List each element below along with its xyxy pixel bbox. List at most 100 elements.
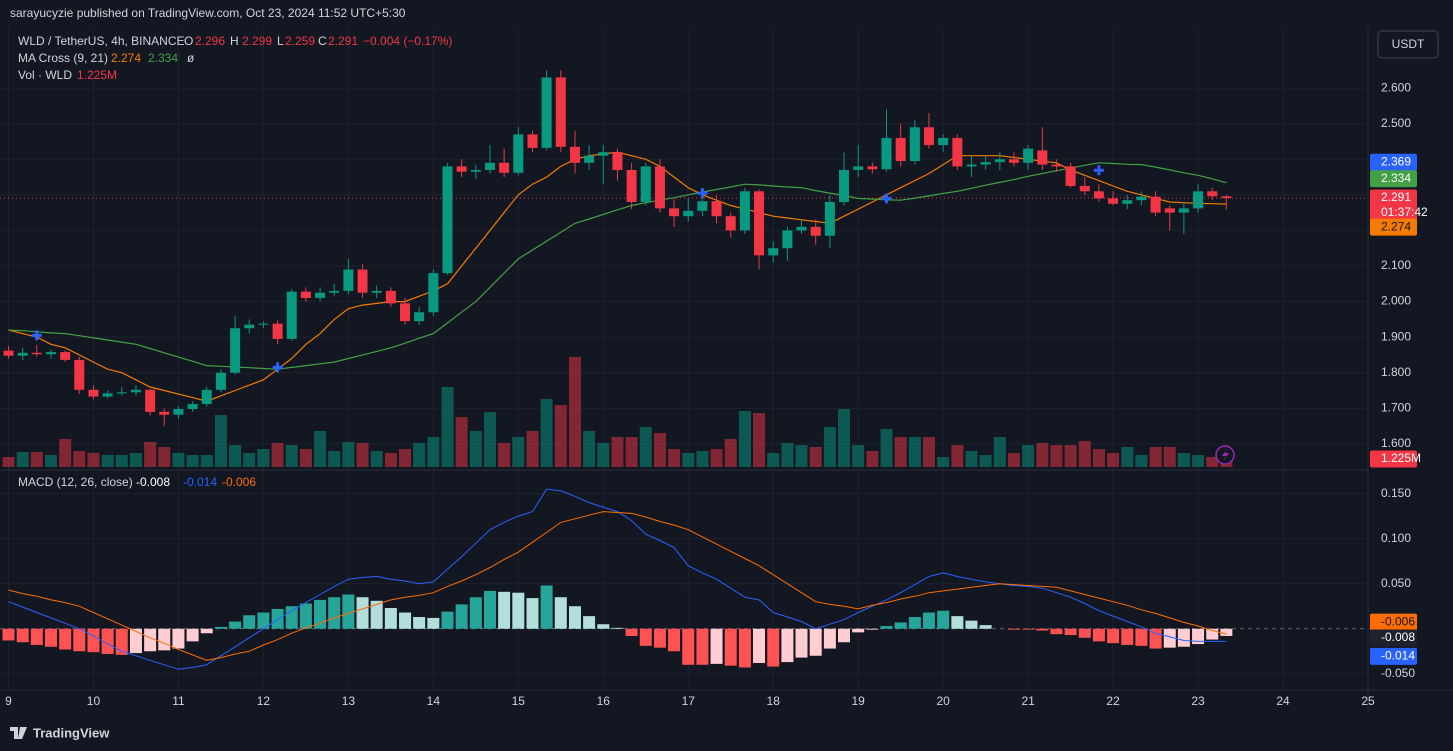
candle-body	[654, 166, 665, 209]
volume-bar	[965, 451, 978, 467]
volume-bar	[299, 449, 312, 467]
currency-button[interactable]	[1377, 30, 1439, 59]
macd-hist-bar	[852, 628, 865, 633]
volume-bar	[568, 357, 581, 467]
macd-hist-bar	[781, 628, 794, 663]
candle-body	[315, 292, 326, 299]
volume-bar	[441, 387, 454, 467]
candle-body	[598, 152, 609, 156]
indicator-value: 2.274	[111, 51, 141, 65]
volume-bar	[328, 451, 341, 467]
volume-bar	[611, 437, 624, 467]
candle-body	[1207, 191, 1218, 197]
macd-hist-bar	[257, 612, 270, 629]
price-badge-label: 1.225M	[1381, 451, 1421, 465]
macd-hist-bar	[738, 628, 751, 668]
candle-body	[810, 226, 821, 236]
candle-body	[17, 352, 28, 356]
macd-hist-bar	[979, 625, 992, 629]
candle-body	[187, 404, 198, 410]
volume-bar	[271, 443, 284, 467]
candle-body	[895, 137, 906, 162]
volume-bar	[413, 443, 426, 467]
volume-bar	[356, 443, 369, 467]
ma-line	[8, 162, 1227, 370]
y-tick-label: 1.600	[1381, 436, 1411, 450]
price-badge-label: -0.006	[1381, 614, 1415, 628]
signal-line	[8, 511, 1227, 661]
x-tick-label: 17	[682, 694, 696, 708]
macd-hist-bar	[30, 628, 43, 645]
volume-bar	[2, 457, 15, 467]
macd-hist-bar	[568, 606, 581, 629]
volume-bar	[1177, 453, 1190, 467]
volume-bar	[200, 455, 213, 467]
volume-bar	[809, 447, 822, 467]
macd-hist-bar	[328, 597, 341, 629]
volume-bar	[993, 437, 1006, 467]
y-tick-label: 0.150	[1381, 486, 1411, 500]
candle-body	[1150, 196, 1161, 213]
ma-cross-marker	[881, 193, 892, 204]
candle-body	[1065, 166, 1076, 186]
x-tick-label: 10	[87, 694, 101, 708]
y-tick-label: 2.100	[1381, 258, 1411, 272]
macd-hist-bar	[73, 628, 86, 652]
y-tick-label: 2.000	[1381, 294, 1411, 308]
macd-hist-bar	[540, 585, 553, 629]
candle-body	[640, 166, 651, 202]
ma-cross-marker	[31, 330, 42, 341]
macd-hist-bar	[724, 628, 737, 666]
candle-body	[768, 248, 779, 256]
candle-body	[541, 77, 552, 148]
candle-body	[669, 208, 680, 217]
volume-bar	[738, 411, 751, 467]
macd-hist-bar	[753, 628, 766, 663]
macd-hist-bar	[214, 626, 227, 629]
y-tick-label: 1.700	[1381, 400, 1411, 414]
volume-bar	[243, 453, 256, 467]
candle-body	[3, 350, 14, 356]
volume-bar	[484, 412, 497, 467]
brand-name: TradingView	[33, 725, 110, 740]
macd-hist-bar	[144, 628, 157, 652]
volume-bar	[1078, 441, 1091, 467]
candle-body	[739, 191, 750, 231]
price-badge	[1370, 629, 1417, 647]
indicator-symbol: ø	[187, 51, 195, 65]
volume-bar	[214, 415, 227, 467]
volume-bar	[370, 451, 383, 467]
volume-bar	[427, 437, 440, 467]
macd-hist-bar	[823, 628, 836, 649]
candle-body	[300, 291, 311, 299]
volume-bar	[44, 455, 57, 467]
x-tick-label: 21	[1021, 694, 1035, 708]
countdown-label: 01:37:42	[1381, 205, 1428, 219]
volume-bar	[710, 449, 723, 467]
volume-bar	[823, 427, 836, 467]
volume-bar	[342, 442, 355, 467]
volume-bar	[87, 453, 100, 467]
macd-hist-bar	[314, 599, 327, 629]
x-tick-label: 22	[1106, 694, 1120, 708]
volume-bar	[1163, 447, 1176, 467]
candle-body	[371, 290, 382, 293]
candle-body	[414, 312, 425, 322]
candle-body	[612, 152, 623, 170]
candle-body	[130, 389, 141, 393]
candle-body	[272, 323, 283, 339]
candle-body	[244, 324, 255, 329]
volume-bar	[1107, 453, 1120, 467]
volume-bar	[455, 417, 468, 467]
y-tick-label: 2.500	[1381, 116, 1411, 130]
volume-bar	[682, 453, 695, 467]
candle-body	[867, 166, 878, 170]
volume-bar	[866, 451, 879, 467]
price-badge	[1370, 450, 1417, 468]
macd-hist-bar	[639, 628, 652, 646]
currency-label[interactable]: USDT	[1392, 37, 1425, 51]
macd-hist-bar	[285, 606, 298, 629]
volume-bar	[767, 453, 780, 467]
volume-bar	[540, 399, 553, 467]
macd-hist-bar	[611, 627, 624, 629]
